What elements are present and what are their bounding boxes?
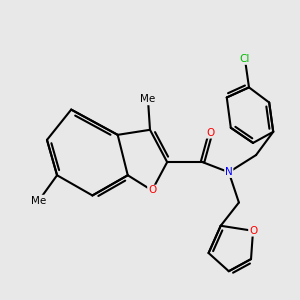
Text: Me: Me (31, 196, 46, 206)
Text: O: O (249, 226, 257, 236)
Text: O: O (206, 128, 215, 138)
Text: N: N (225, 167, 233, 177)
Text: Cl: Cl (240, 54, 250, 64)
Text: Me: Me (140, 94, 156, 104)
Text: O: O (148, 185, 156, 195)
